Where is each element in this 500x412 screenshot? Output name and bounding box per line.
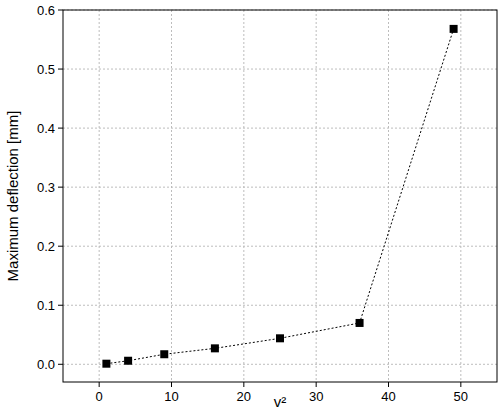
data-point (160, 350, 168, 358)
grid-line (63, 69, 497, 70)
x-tick (316, 382, 317, 387)
x-tick (460, 382, 461, 387)
y-tick-label: 0.5 (37, 62, 55, 77)
data-point (124, 357, 132, 365)
x-tick (388, 382, 389, 387)
y-tick (58, 128, 63, 129)
y-axis-label: Maximum deflection [mm] (4, 111, 21, 282)
data-point (102, 360, 110, 368)
chart: 0 10 20 30 40 50 0.0 0.1 0.2 0.3 0.4 0.5 0.6 v² Maximu… (0, 0, 500, 412)
grid-line (316, 10, 317, 382)
y-tick-label: 0.0 (37, 357, 55, 372)
x-tick (99, 382, 100, 387)
x-tick-label: 20 (237, 389, 251, 404)
y-tick-label: 0.4 (37, 121, 55, 136)
grid-line (63, 128, 497, 129)
y-tick (58, 187, 63, 188)
y-tick (58, 10, 63, 11)
x-tick (243, 382, 244, 387)
data-point (450, 25, 458, 33)
plot-frame (63, 10, 497, 382)
grid-line (63, 305, 497, 306)
data-line (106, 29, 453, 364)
y-tick (58, 305, 63, 306)
y-tick-label: 0.3 (37, 180, 55, 195)
y-tick-label: 0.2 (37, 239, 55, 254)
y-tick (58, 364, 63, 365)
data-point (356, 319, 364, 327)
grid-line (388, 10, 389, 382)
grid-line (63, 246, 497, 247)
x-tick-label: 50 (454, 389, 468, 404)
x-tick-label: 40 (381, 389, 395, 404)
x-tick-label: 0 (96, 389, 103, 404)
data-point (211, 344, 219, 352)
y-tick (58, 246, 63, 247)
data-point (276, 334, 284, 342)
y-tick-label: 0.6 (37, 3, 55, 18)
grid-line (63, 187, 497, 188)
plot-area (102, 25, 457, 368)
grid-line (171, 10, 172, 382)
grid-line (460, 10, 461, 382)
x-axis-label: v² (274, 393, 287, 410)
grid-line (243, 10, 244, 382)
y-tick (58, 69, 63, 70)
x-tick-label: 30 (309, 389, 323, 404)
x-tick-label: 10 (164, 389, 178, 404)
x-tick (171, 382, 172, 387)
grid-line (99, 10, 100, 382)
y-tick-label: 0.1 (37, 298, 55, 313)
